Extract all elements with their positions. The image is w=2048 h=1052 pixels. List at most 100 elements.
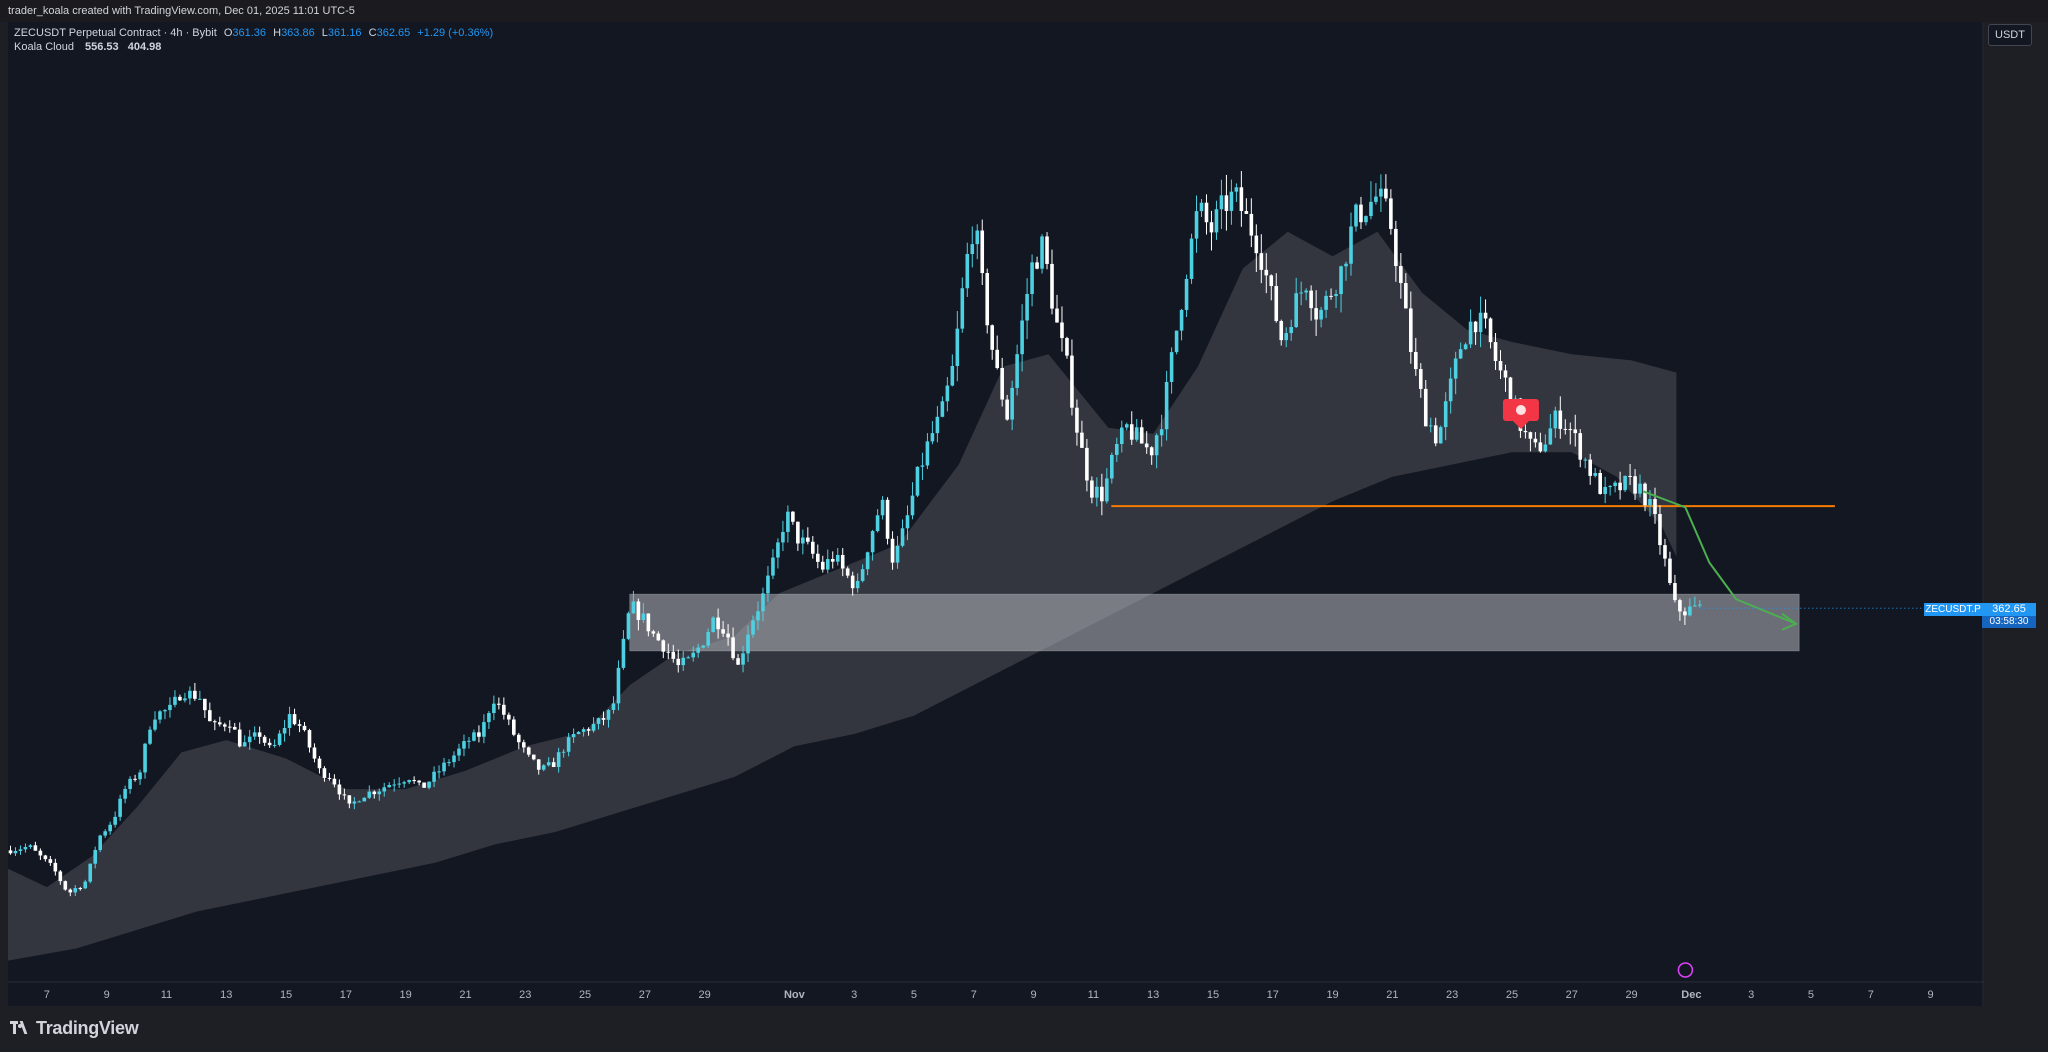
candle-body (865, 552, 870, 570)
candle-body (1254, 235, 1259, 254)
candle-body (666, 651, 671, 653)
candle-body (521, 742, 526, 748)
candle-body (1025, 293, 1029, 321)
candle-body (576, 731, 581, 734)
candle-body (651, 631, 656, 634)
candle-body (1538, 442, 1543, 452)
time-tick-label: 19 (400, 989, 412, 1001)
candle-body (1035, 262, 1039, 269)
candle-body (1299, 292, 1303, 294)
candle-body (541, 765, 546, 770)
candle-body (985, 273, 990, 326)
low-label: L (321, 27, 328, 39)
candle-body (213, 721, 217, 723)
candle-body (507, 714, 511, 720)
chart-area[interactable]: 60.0080.00100.00120.00140.00160.00180.00… (8, 22, 1984, 1006)
candle-body (686, 657, 691, 659)
candle-body (1329, 295, 1333, 297)
candle-body (262, 736, 267, 743)
candle-body (1533, 438, 1538, 443)
candle-body (1443, 401, 1448, 428)
price-tag-symbol: ZECUSDT.P (1924, 603, 1982, 616)
candle-body (1179, 309, 1184, 331)
time-tick-label: 9 (1928, 989, 1934, 1001)
candle-body (840, 554, 845, 569)
candle-body (372, 791, 377, 795)
candle-body (811, 541, 815, 554)
time-tick-label: 3 (851, 989, 857, 1001)
candle-body (247, 736, 252, 743)
candle-body (1558, 410, 1563, 429)
candle-body (427, 781, 431, 788)
symbol-legend-row[interactable]: ZECUSDT Perpetual Contract · 4h · Bybit … (14, 26, 493, 40)
candle-body (975, 230, 980, 245)
candle-body (1005, 399, 1009, 420)
candle-body (591, 723, 596, 731)
candle-body (935, 416, 940, 434)
candle-body (13, 850, 18, 854)
candle-body (1010, 387, 1014, 420)
candle-body (1543, 444, 1548, 452)
candle-body (252, 732, 257, 737)
candle-body (178, 696, 182, 701)
time-tick-label: 5 (911, 989, 917, 1001)
candle-body (691, 652, 696, 658)
last-price-tag: ZECUSDT.P 362.65 03:58:30 (1924, 603, 2036, 629)
candle-body (1309, 290, 1313, 309)
candle-body (1070, 355, 1074, 408)
candle-body (1428, 425, 1433, 427)
candle-body (696, 647, 700, 653)
candle-body (272, 744, 277, 746)
candle-body (895, 545, 900, 563)
candle-body (1598, 472, 1602, 494)
candle-body (820, 561, 825, 570)
candle-body (108, 824, 112, 832)
candle-body (910, 495, 915, 516)
indicator-value-2: 404.98 (127, 41, 162, 53)
candle-body (561, 751, 566, 753)
candle-body (407, 780, 411, 783)
candle-body (835, 554, 840, 562)
candle-body (118, 798, 122, 817)
close-label: C (368, 27, 377, 39)
candle-body (1653, 499, 1657, 515)
tradingview-logo-icon (10, 1021, 36, 1035)
candle-body (367, 791, 372, 798)
candle-body (452, 755, 456, 763)
koala-icon (1515, 405, 1526, 416)
candle-body (586, 729, 591, 731)
candle-body (68, 889, 73, 893)
candle-body (1483, 312, 1488, 319)
candle-body (302, 725, 307, 731)
candle-body (222, 724, 227, 727)
candle-body (1119, 427, 1124, 445)
currency-selector[interactable]: USDT (1988, 24, 2032, 46)
tradingview-logo[interactable]: TradingView (10, 1018, 139, 1039)
candle-body (412, 780, 416, 782)
candle-body (1224, 195, 1229, 211)
time-tick-label: 17 (1267, 989, 1279, 1001)
candle-body (1369, 201, 1373, 217)
candle-body (1259, 253, 1264, 270)
candle-body (1623, 475, 1627, 491)
candle-body (1354, 204, 1358, 227)
candle-body (138, 772, 142, 780)
candle-body (472, 732, 476, 741)
candle-body (1603, 486, 1607, 494)
candle-body (771, 557, 775, 576)
candle-body (1249, 213, 1254, 236)
candle-body (716, 617, 720, 630)
candle-body (1149, 447, 1154, 456)
candle-body (925, 441, 930, 466)
indicator-value-1: 556.53 (85, 41, 119, 53)
candle-body (1488, 318, 1493, 343)
candle-body (721, 629, 725, 634)
indicator-legend-row[interactable]: Koala Cloud 556.53 404.98 (14, 40, 493, 54)
candle-body (656, 633, 661, 641)
candle-body (38, 850, 43, 856)
candle-body (1673, 583, 1677, 601)
candle-body (158, 711, 162, 720)
candle-body (232, 726, 237, 730)
candle-body (402, 782, 406, 784)
price-chart[interactable]: 60.0080.00100.00120.00140.00160.00180.00… (8, 22, 1984, 1006)
